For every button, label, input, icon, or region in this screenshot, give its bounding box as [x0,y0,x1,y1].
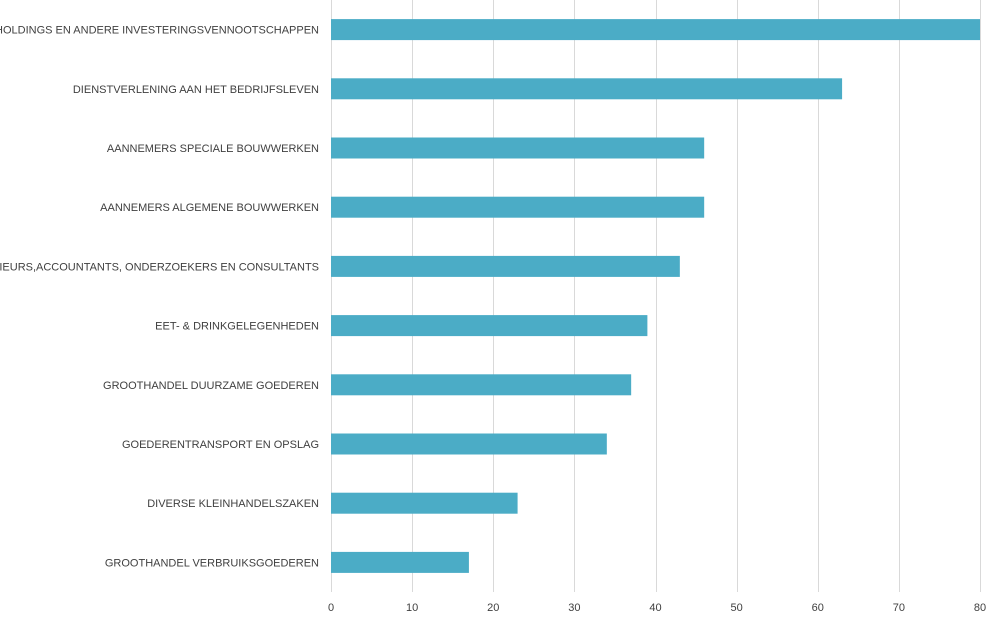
bar [331,492,518,514]
x-tick-label: 70 [893,602,905,614]
category-labels: HOLDINGS EN ANDERE INVESTERINGSVENNOOTSC… [0,25,319,570]
category-label: GROOTHANDEL DUURZAME GOEDEREN [103,380,319,392]
x-tick-label: 60 [812,602,824,614]
x-tick-label: 20 [487,602,499,614]
x-tick-label: 50 [731,602,743,614]
bar [331,374,632,396]
bars [331,19,980,573]
bar [331,255,680,277]
bar [331,196,705,218]
category-label: HOLDINGS EN ANDERE INVESTERINGSVENNOOTSC… [0,25,319,37]
category-label: INGENIEURS,ACCOUNTANTS, ONDERZOEKERS EN … [0,261,319,273]
category-label: DIVERSE KLEINHANDELSZAKEN [147,498,319,510]
x-tick-label: 40 [649,602,661,614]
bar [331,137,705,159]
bar [331,551,469,573]
x-tick-label: 0 [328,602,334,614]
category-label: DIENSTVERLENING AAN HET BEDRIJFSLEVEN [73,84,319,96]
x-tick-label: 10 [406,602,418,614]
category-label: AANNEMERS SPECIALE BOUWWERKEN [107,143,319,155]
x-tick-label: 30 [568,602,580,614]
x-axis-tick-labels: 0 10 20 30 40 50 60 70 80 [328,602,986,614]
bar [331,315,648,337]
bar [331,19,980,41]
category-label: GOEDERENTRANSPORT EN OPSLAG [122,439,319,451]
bar [331,78,843,100]
category-label: EET- & DRINKGELEGENHEDEN [155,321,319,333]
x-tick-label: 80 [974,602,986,614]
category-label: AANNEMERS ALGEMENE BOUWWERKEN [100,202,319,214]
bar [331,433,607,455]
category-label: GROOTHANDEL VERBRUIKSGOEDEREN [105,557,319,569]
